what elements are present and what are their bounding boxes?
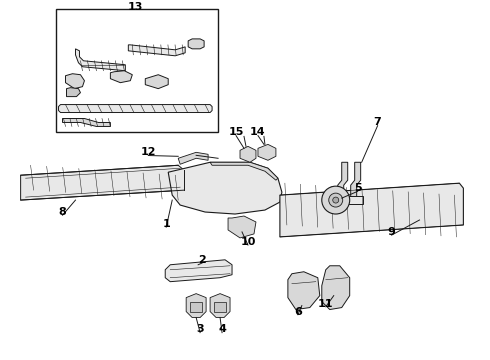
Polygon shape [240, 147, 256, 162]
Text: 2: 2 [198, 255, 206, 265]
Text: 3: 3 [196, 324, 204, 334]
Polygon shape [288, 272, 320, 310]
Text: 8: 8 [59, 207, 66, 217]
Polygon shape [186, 294, 206, 318]
Polygon shape [188, 39, 204, 49]
Bar [214, 302, 226, 311]
Polygon shape [178, 152, 208, 164]
Text: 13: 13 [127, 2, 143, 12]
Polygon shape [58, 104, 212, 113]
Polygon shape [110, 71, 132, 83]
Bar [190, 302, 202, 311]
Polygon shape [338, 196, 363, 204]
Text: 5: 5 [354, 183, 362, 193]
Polygon shape [63, 118, 110, 126]
Circle shape [329, 193, 343, 207]
Polygon shape [75, 49, 125, 71]
Polygon shape [66, 74, 84, 89]
Polygon shape [338, 162, 348, 198]
Polygon shape [210, 294, 230, 318]
Text: 12: 12 [141, 147, 156, 157]
Text: 4: 4 [218, 324, 226, 334]
Polygon shape [145, 75, 168, 89]
Text: 1: 1 [162, 219, 170, 229]
Polygon shape [128, 45, 185, 56]
Polygon shape [168, 162, 282, 214]
Text: 15: 15 [228, 127, 244, 138]
Circle shape [322, 186, 350, 214]
Text: 6: 6 [294, 307, 302, 316]
Polygon shape [351, 162, 361, 198]
Text: 10: 10 [240, 237, 256, 247]
Polygon shape [21, 165, 184, 200]
Text: 9: 9 [388, 227, 395, 237]
Polygon shape [210, 162, 278, 180]
Polygon shape [228, 216, 256, 238]
Polygon shape [165, 260, 232, 282]
Polygon shape [280, 183, 464, 237]
Text: 14: 14 [250, 127, 266, 138]
Polygon shape [322, 266, 350, 310]
Bar [55, 9, 218, 132]
Polygon shape [67, 87, 80, 96]
Text: 7: 7 [374, 117, 382, 127]
Text: 11: 11 [318, 298, 334, 309]
Polygon shape [258, 144, 276, 160]
Circle shape [333, 197, 339, 203]
